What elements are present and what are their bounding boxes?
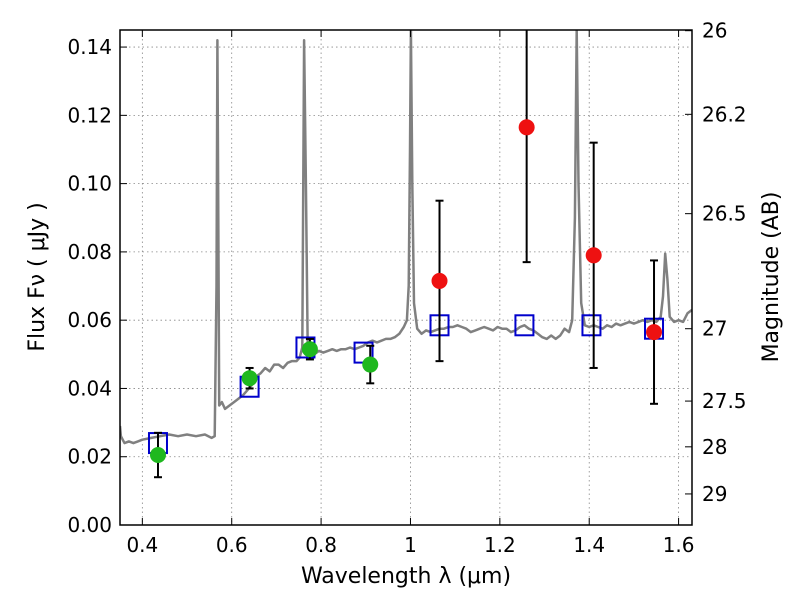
right-tick-label: 27 [702, 317, 727, 341]
model-square-marker [514, 314, 535, 337]
plot-background [120, 30, 692, 525]
right-tick-label: 28 [702, 435, 727, 459]
right-tick-label: 29 [702, 482, 727, 506]
y-tick-label: 0.02 [67, 445, 112, 469]
x-tick-label: 1.6 [663, 533, 695, 557]
model-square-marker [581, 314, 602, 337]
x-tick-label: 1.2 [484, 533, 516, 557]
observed-point [149, 447, 166, 464]
y-tick-label: 0.10 [67, 172, 112, 196]
y-tick-label: 0.14 [67, 35, 112, 59]
spectrum-line [120, 30, 692, 445]
right-tick-label: 26.2 [702, 102, 747, 126]
observed-point [241, 370, 258, 387]
y-axis-label: Flux Fν ( μJy ) [25, 202, 50, 351]
right-tick-label: 26.5 [702, 202, 747, 226]
spectrum-series [120, 30, 692, 445]
x-tick-label: 0.4 [126, 533, 158, 557]
observed-point [362, 356, 379, 373]
right-tick-label: 26 [702, 19, 727, 43]
data-markers [147, 30, 665, 479]
y-tick-label: 0.12 [67, 103, 112, 127]
y-tick-label: 0.04 [67, 376, 112, 400]
y-tick-label: 0.00 [67, 513, 112, 537]
observed-point [646, 324, 663, 341]
observed-point [431, 272, 448, 289]
axis-ticks: 0.4 0.6 0.8 1 1.2 1.4 1.6 0.00 0.02 0.04 0.06 0.08 0… [67, 19, 746, 557]
y-tick-label: 0.06 [67, 308, 112, 332]
x-tick-label: 1 [404, 533, 417, 557]
y-tick-label: 0.08 [67, 240, 112, 264]
x-axis-label: Wavelength λ (μm) [301, 564, 511, 589]
x-tick-label: 0.8 [305, 533, 337, 557]
observed-point [585, 247, 602, 264]
plot-frame [119, 29, 693, 526]
x-tick-label: 0.6 [216, 533, 248, 557]
right-tick-label: 27.5 [702, 389, 747, 413]
observed-point [301, 341, 318, 358]
right-axis-label: Magnitude (AB) [759, 192, 784, 363]
observed-point [518, 119, 535, 136]
x-tick-label: 1.4 [573, 533, 605, 557]
